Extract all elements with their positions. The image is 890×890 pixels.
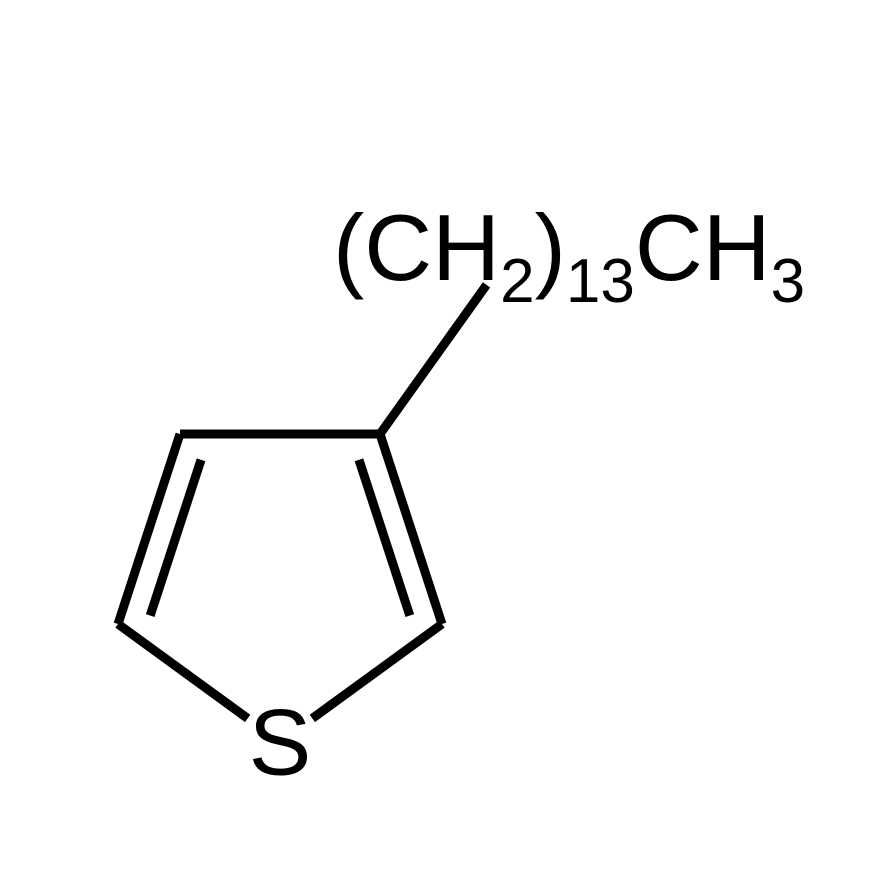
atom-label-sulfur: S [249, 690, 312, 795]
molecule-diagram: S(CH2)13CH3 [0, 0, 890, 890]
background [0, 0, 890, 890]
